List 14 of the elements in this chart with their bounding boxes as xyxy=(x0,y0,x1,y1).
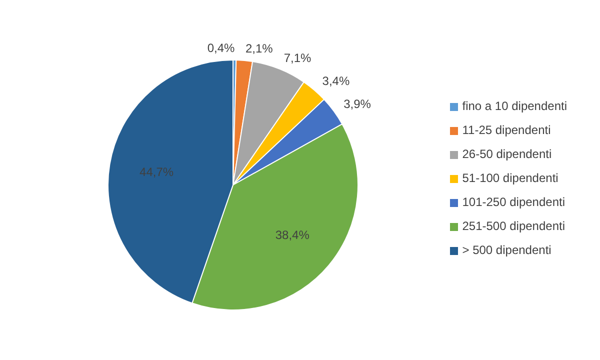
legend-label: 101-250 dipendenti xyxy=(462,195,565,209)
legend-label: fino a 10 dipendenti xyxy=(462,99,567,113)
data-label: 38,4% xyxy=(275,228,310,242)
legend-label: > 500 dipendenti xyxy=(462,243,552,257)
legend-label: 11-25 dipendenti xyxy=(462,123,551,137)
data-label: 0,4% xyxy=(207,41,236,56)
data-label: 7,1% xyxy=(284,50,312,65)
legend-label: 26-50 dipendenti xyxy=(462,147,552,161)
data-label: 44,7% xyxy=(140,165,174,180)
legend-label: 251-500 dipendenti xyxy=(462,219,565,233)
legend-label: 51-100 dipendenti xyxy=(462,171,558,185)
data-label: 2,1% xyxy=(245,42,274,56)
data-label: 3,4% xyxy=(322,74,350,88)
data-label: 3,9% xyxy=(344,97,372,112)
